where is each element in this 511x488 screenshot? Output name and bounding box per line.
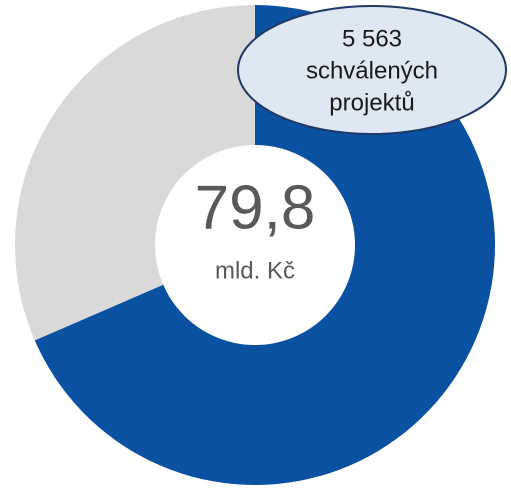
center-value: 79,8 [195,173,316,242]
center-unit: mld. Kč [215,257,295,284]
annotation-line: projektů [329,89,414,116]
donut-hole [155,145,355,345]
annotation-line: 5 563 [342,25,402,52]
annotation-bubble [237,5,507,135]
annotation-line: schválených [306,57,438,84]
